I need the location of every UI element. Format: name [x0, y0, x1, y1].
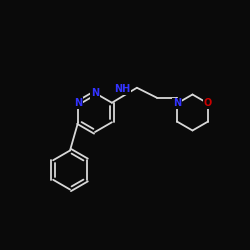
Text: O: O — [204, 98, 212, 108]
Text: N: N — [173, 98, 181, 108]
Text: N: N — [74, 98, 82, 108]
Text: N: N — [91, 88, 99, 98]
Text: NH: NH — [114, 84, 130, 94]
